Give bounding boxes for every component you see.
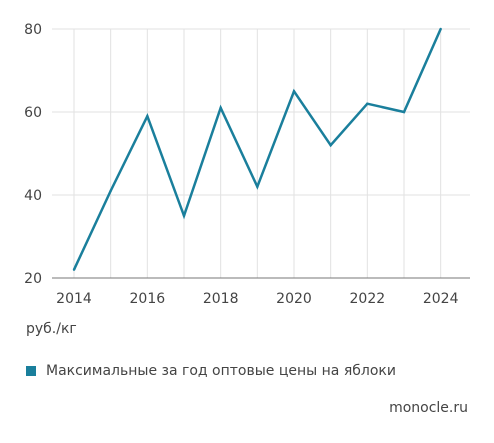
- data-point: [256, 185, 259, 188]
- data-point: [219, 106, 222, 110]
- data-point: [402, 110, 406, 114]
- data-point: [146, 114, 149, 118]
- legend: Максимальные за год оптовые цены на ябло…: [26, 363, 396, 379]
- x-tick-label: 2014: [56, 291, 92, 307]
- y-tick-label: 40: [24, 188, 42, 204]
- data-point: [109, 189, 112, 193]
- data-point: [329, 144, 332, 147]
- x-tick-label: 2016: [130, 291, 166, 307]
- x-tick-label: 2022: [350, 291, 386, 307]
- x-tick-label: 2020: [276, 291, 312, 307]
- x-tick-label: 2018: [203, 291, 239, 307]
- data-point: [366, 102, 369, 105]
- unit-label: руб./кг: [26, 321, 77, 337]
- data-point: [182, 214, 186, 217]
- legend-swatch: [26, 366, 36, 376]
- y-tick-label: 80: [24, 22, 42, 38]
- source-label: monocle.ru: [389, 400, 468, 416]
- data-point: [72, 268, 76, 271]
- y-tick-label: 60: [24, 105, 42, 121]
- legend-label: Максимальные за год оптовые цены на ябло…: [46, 363, 396, 379]
- x-tick-label: 2024: [423, 291, 459, 307]
- y-tick-label: 20: [24, 271, 42, 287]
- data-point: [439, 27, 442, 31]
- data-point: [292, 90, 296, 93]
